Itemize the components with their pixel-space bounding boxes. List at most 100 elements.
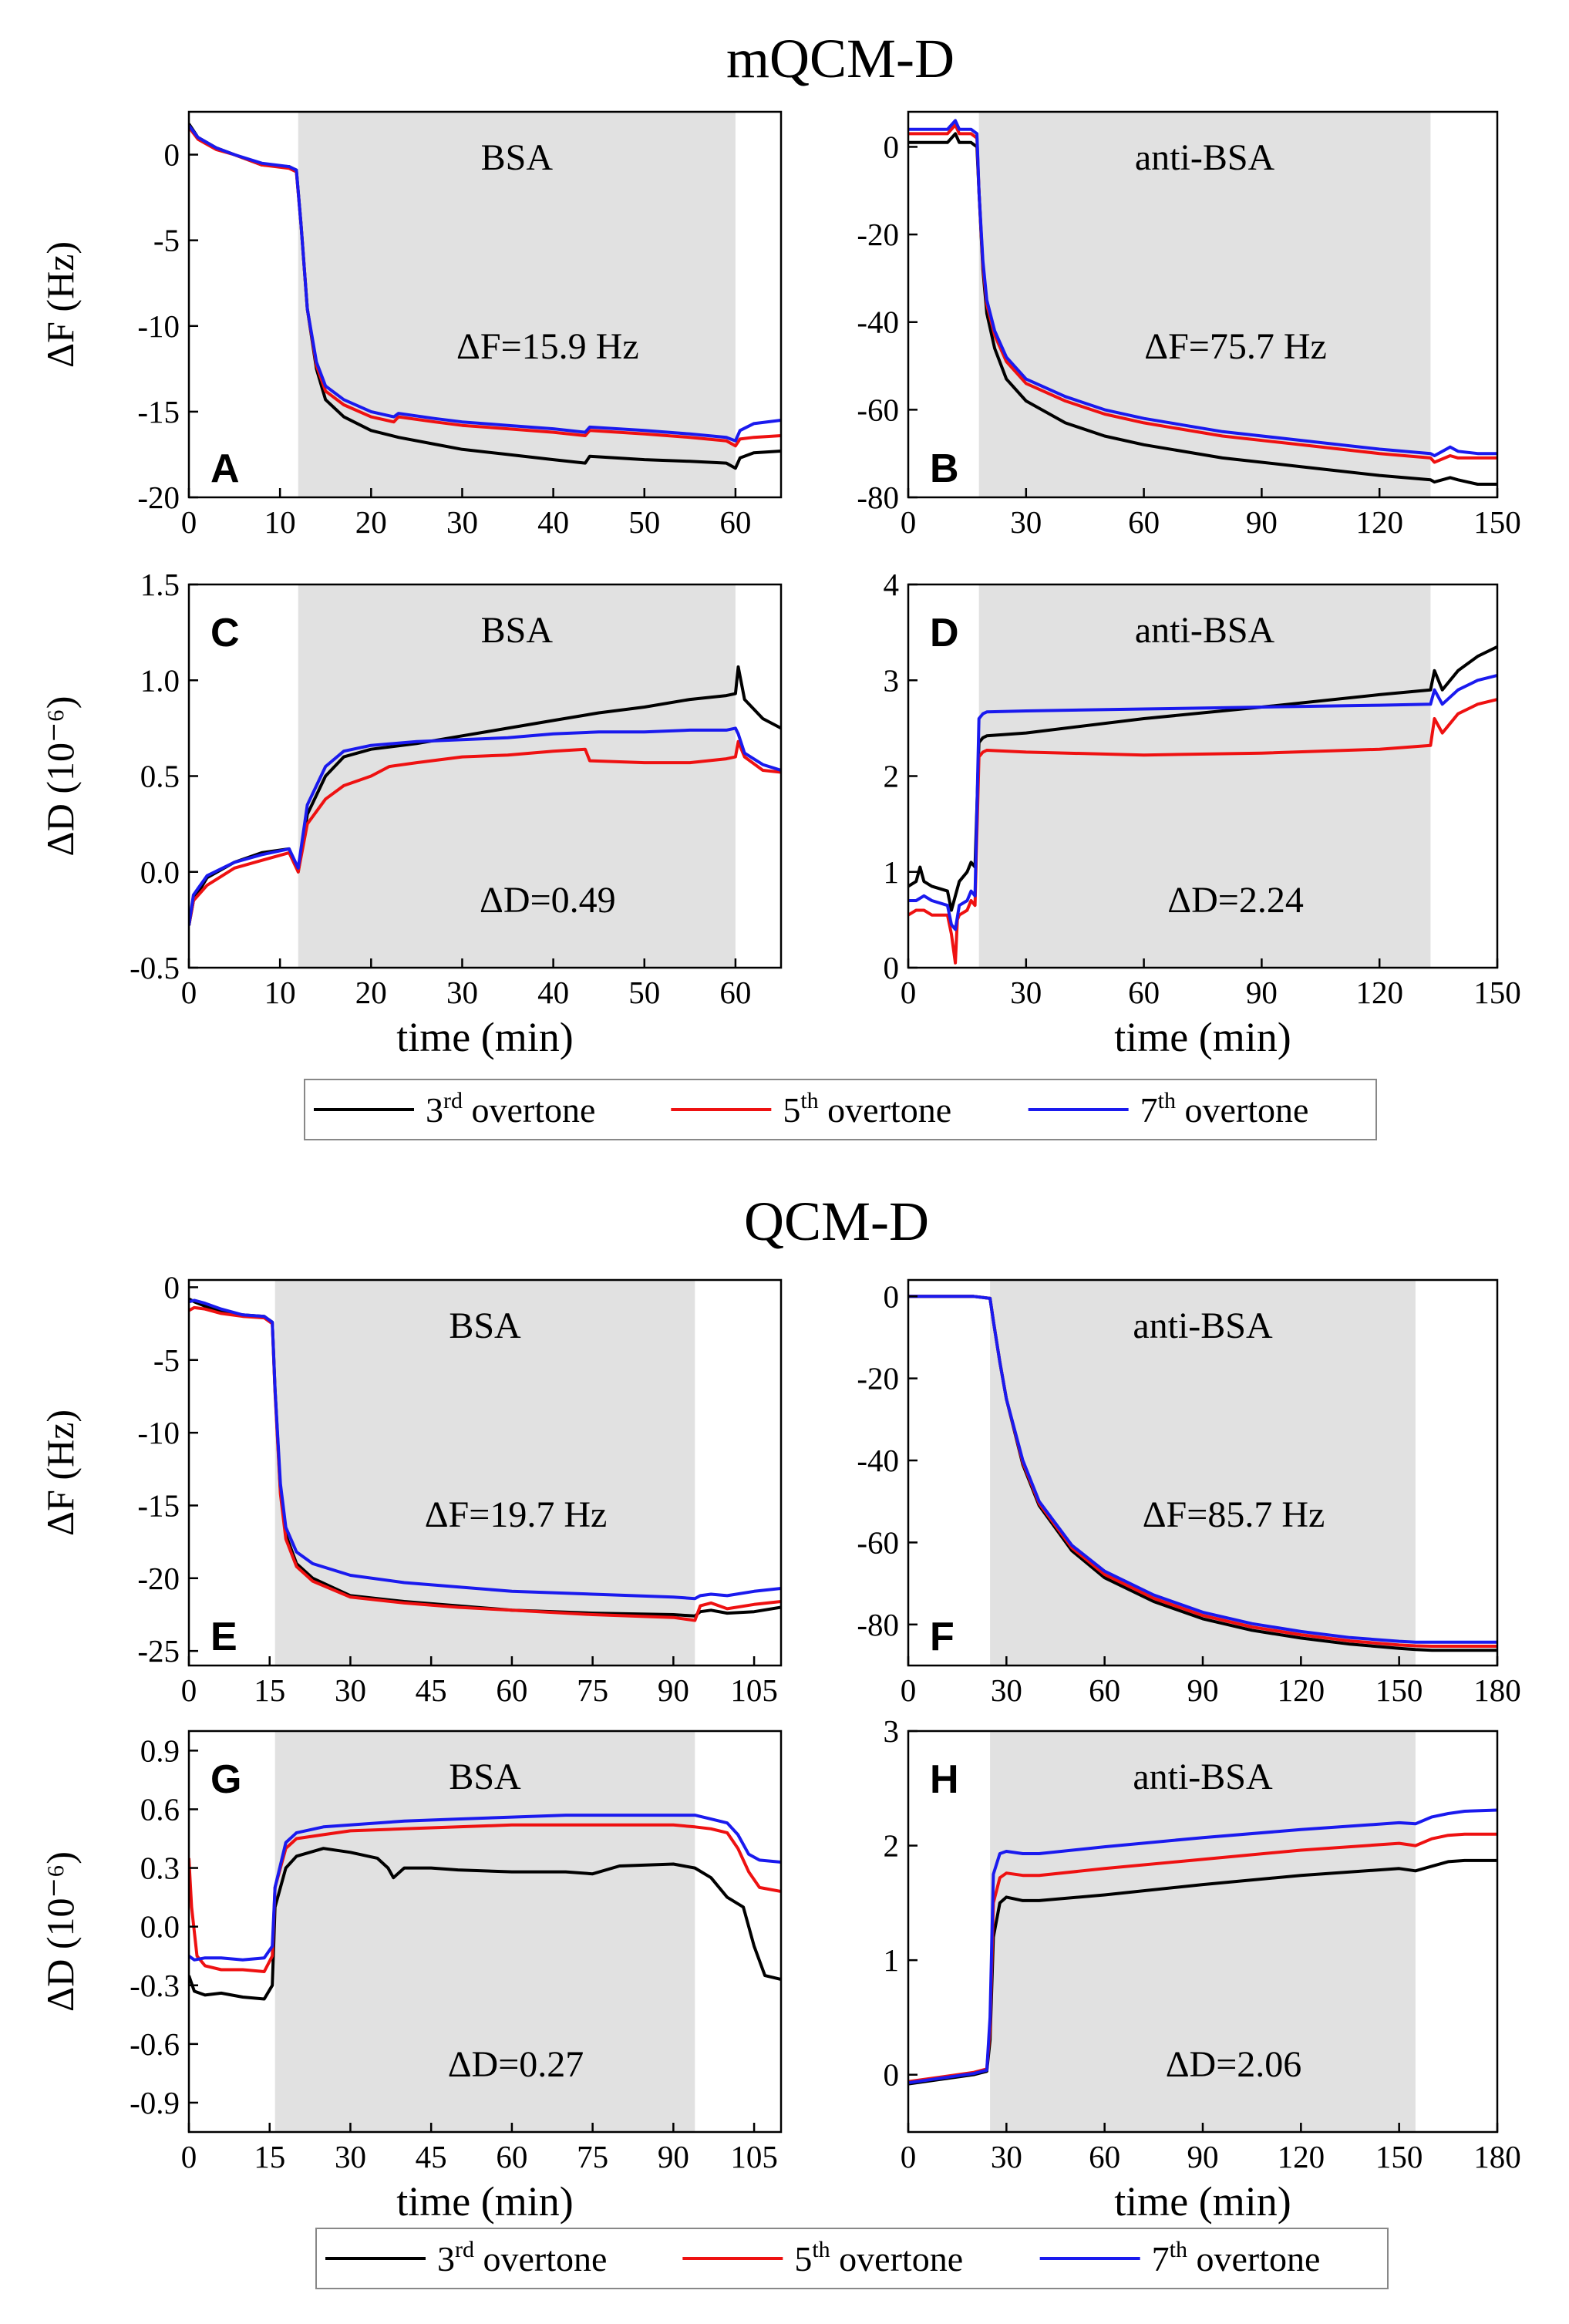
y-tick-label: -60 bbox=[857, 392, 899, 427]
y-axis-label-c: ΔD (10⁻⁶) bbox=[39, 696, 82, 857]
y-tick-label: 1.5 bbox=[140, 567, 180, 602]
y-tick-label: 1 bbox=[884, 1942, 900, 1978]
y-tick-label: 0 bbox=[164, 1269, 180, 1305]
region-label-d: anti-BSA bbox=[1135, 610, 1275, 651]
y-axis-label-e: ΔF (Hz) bbox=[39, 1410, 82, 1536]
legend-label-overtone-5: 5th overtone bbox=[783, 1088, 951, 1130]
series-line-h-overtone-7 bbox=[908, 1808, 1497, 2085]
x-tick-label: 60 bbox=[1128, 504, 1160, 540]
panel-f: 0 30 60 90 120 150 180 0 -20 -40 -60 -80 anti-BSA ΔF=… bbox=[857, 1278, 1520, 1708]
y-tick-label: -5 bbox=[153, 223, 180, 258]
section-title-mqcmd: mQCM-D bbox=[726, 28, 955, 89]
delta-annotation-h: ΔD=2.06 bbox=[1166, 2044, 1302, 2085]
y-tick-label: -20 bbox=[857, 217, 899, 252]
y-tick-label: 3 bbox=[884, 1713, 900, 1749]
series-line-g-overtone-7 bbox=[189, 1814, 781, 1962]
x-tick-label: 120 bbox=[1355, 504, 1403, 540]
delta-annotation-c: ΔD=0.49 bbox=[480, 880, 616, 921]
delta-annotation-e: ΔF=19.7 Hz bbox=[425, 1494, 608, 1535]
delta-annotation-b: ΔF=75.7 Hz bbox=[1144, 326, 1327, 367]
y-tick-label: 0.9 bbox=[140, 1733, 180, 1768]
panel-letter-g: G bbox=[210, 1757, 241, 1802]
x-tick-label: 150 bbox=[1473, 975, 1521, 1010]
y-tick-label: 1.0 bbox=[140, 662, 180, 698]
x-tick-label: 60 bbox=[1128, 975, 1160, 1010]
x-axis-label-c: time (min) bbox=[396, 1014, 573, 1060]
x-tick-label: 30 bbox=[446, 975, 478, 1010]
legend-1: 3rd overtone 5th overtone 7th overtone bbox=[304, 1079, 1377, 1140]
panel-letter-a: A bbox=[210, 446, 240, 491]
x-tick-label: 30 bbox=[446, 504, 478, 540]
region-label-a: BSA bbox=[481, 137, 554, 178]
x-tick-label: 60 bbox=[719, 975, 751, 1010]
y-tick-label: -10 bbox=[137, 1415, 180, 1450]
x-tick-label: 50 bbox=[628, 504, 660, 540]
x-tick-label: 10 bbox=[264, 975, 296, 1010]
region-label-e: BSA bbox=[449, 1305, 521, 1346]
y-tick-label: 2 bbox=[884, 1828, 900, 1864]
y-tick-label: -20 bbox=[137, 1561, 180, 1596]
series-line-f-overtone-7 bbox=[908, 1295, 1497, 1644]
x-tick-label: 180 bbox=[1473, 1672, 1521, 1708]
x-tick-label: 45 bbox=[416, 2139, 447, 2174]
y-tick-label: -15 bbox=[137, 394, 180, 429]
x-axis-label-g: time (min) bbox=[396, 2178, 573, 2225]
y-tick-label: 0.3 bbox=[140, 1851, 180, 1886]
panel-letter-b: B bbox=[930, 446, 959, 491]
x-tick-label: 0 bbox=[181, 975, 197, 1010]
y-tick-label: 2 bbox=[884, 759, 900, 794]
x-tick-label: 60 bbox=[496, 2139, 527, 2174]
x-tick-label: 105 bbox=[730, 1672, 778, 1708]
legend-box bbox=[315, 2228, 1389, 2289]
region-label-f: anti-BSA bbox=[1133, 1305, 1273, 1346]
legend-label-overtone-3: 3rd overtone bbox=[426, 1088, 595, 1130]
y-tick-label: 4 bbox=[884, 567, 900, 602]
series-line-c-overtone-7 bbox=[189, 726, 781, 926]
axis-frame-a bbox=[187, 110, 783, 499]
panel-d: 0 30 60 90 120 150 4 3 2 1 0 time (min) anti-BSA ΔD=2… bbox=[884, 567, 1521, 1060]
x-tick-label: 120 bbox=[1355, 975, 1403, 1010]
axis-frame-b bbox=[907, 110, 1499, 499]
x-tick-label: 90 bbox=[1187, 2139, 1219, 2174]
y-tick-label: 0 bbox=[884, 129, 900, 164]
panel-letter-f: F bbox=[930, 1615, 955, 1659]
x-tick-label: 0 bbox=[181, 1672, 197, 1708]
series-line-g-overtone-5 bbox=[189, 1823, 781, 1973]
shaded-region-e bbox=[274, 1280, 695, 1666]
y-tick-label: -80 bbox=[857, 1607, 899, 1642]
y-tick-label: -0.9 bbox=[130, 2085, 180, 2120]
x-tick-label: 40 bbox=[537, 975, 569, 1010]
x-tick-label: 90 bbox=[1246, 504, 1278, 540]
delta-annotation-d: ΔD=2.24 bbox=[1167, 880, 1304, 921]
y-tick-label: -60 bbox=[857, 1524, 899, 1560]
x-tick-label: 105 bbox=[730, 2139, 778, 2174]
axis-frame-e bbox=[187, 1278, 783, 1667]
x-tick-label: 15 bbox=[254, 1672, 285, 1708]
y-tick-label: 1 bbox=[884, 854, 900, 890]
y-tick-label: 0 bbox=[884, 950, 900, 985]
section-title-qcmd: QCM-D bbox=[744, 1191, 929, 1252]
series-line-a-overtone-7 bbox=[189, 124, 781, 443]
y-tick-label: -40 bbox=[857, 305, 899, 340]
delta-annotation-a: ΔF=15.9 Hz bbox=[456, 326, 639, 367]
legend-label-overtone-7: 7th overtone bbox=[1152, 2237, 1321, 2279]
x-tick-label: 60 bbox=[496, 1672, 527, 1708]
x-tick-label: 0 bbox=[181, 504, 197, 540]
y-tick-label: -25 bbox=[137, 1633, 180, 1669]
axis-frame-g bbox=[187, 1730, 783, 2134]
x-tick-label: 30 bbox=[335, 2139, 366, 2174]
y-tick-label: 0.0 bbox=[140, 854, 180, 890]
y-tick-label: -20 bbox=[857, 1361, 899, 1396]
x-tick-label: 30 bbox=[991, 1672, 1022, 1708]
x-tick-label: 30 bbox=[1010, 975, 1042, 1010]
x-tick-label: 90 bbox=[658, 2139, 689, 2174]
series-line-c-overtone-5 bbox=[189, 739, 781, 926]
panel-letter-h: H bbox=[930, 1757, 959, 1802]
panel-g: 0 15 30 45 60 75 90 105 0.9 0.6 0.3 0.0 -0.3 -0.6 -0.9… bbox=[39, 1730, 783, 2225]
region-label-h: anti-BSA bbox=[1133, 1756, 1273, 1797]
x-tick-label: 75 bbox=[577, 2139, 608, 2174]
x-tick-label: 20 bbox=[355, 504, 387, 540]
y-tick-label: 0.0 bbox=[140, 1909, 180, 1945]
x-tick-label: 30 bbox=[991, 2139, 1022, 2174]
x-tick-label: 30 bbox=[335, 1672, 366, 1708]
